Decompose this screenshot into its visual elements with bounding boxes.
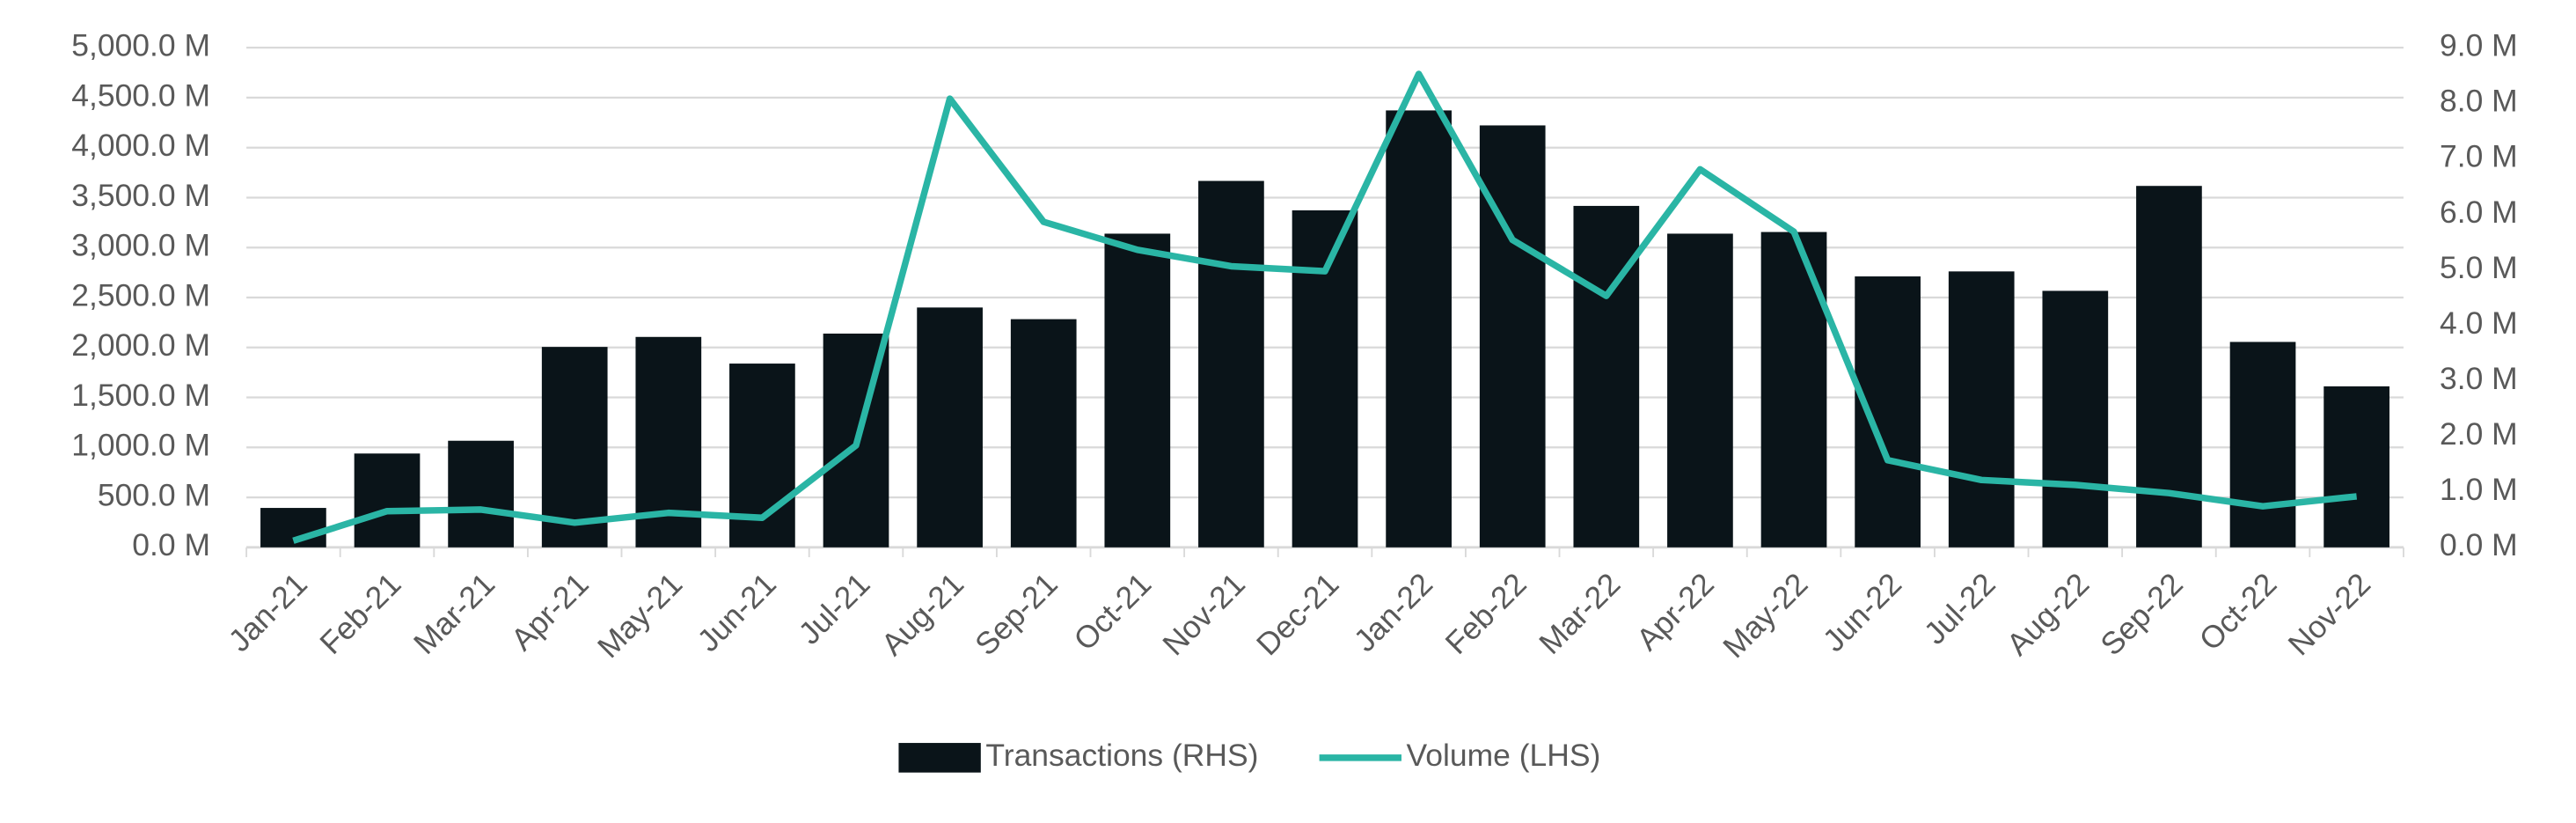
x-tick-label: Jun-22 [1816,566,1908,658]
y-tick-label: 3,500.0 M [71,178,210,213]
y-tick-label: 4,500.0 M [71,77,210,113]
legend-label: Transactions (RHS) [985,738,1258,773]
y-tick-label: 3,000.0 M [71,228,210,263]
legend-swatch [898,743,981,773]
x-tick-label: Sep-21 [969,566,1065,662]
x-tick-label: Apr-22 [1629,566,1721,658]
bar [1948,271,2015,547]
y2-tick-label: 0.0 M [2440,527,2518,562]
x-tick-label: Jul-21 [792,566,877,651]
y-tick-label: 5,000.0 M [71,28,210,63]
x-tick-label: Feb-21 [313,566,408,661]
y2-tick-label: 7.0 M [2440,139,2518,174]
x-tick-label: Nov-21 [1156,566,1252,662]
bar [541,347,608,547]
y-tick-label: 500.0 M [98,477,210,512]
bar [1573,205,1640,547]
x-tick-label: Mar-22 [1533,566,1628,661]
bar [2136,186,2202,547]
y-tick-label: 0.0 M [132,527,210,562]
y2-tick-label: 8.0 M [2440,84,2518,119]
y-tick-label: 2,000.0 M [71,327,210,363]
y2-tick-label: 5.0 M [2440,250,2518,285]
bar [2229,342,2296,547]
x-tick-label: Dec-21 [1249,566,1345,662]
y-tick-label: 4,000.0 M [71,128,210,163]
x-tick-label: Aug-22 [2000,566,2096,662]
bar [1292,209,1358,547]
line [292,70,2358,544]
y-tick-label: 1,000.0 M [71,428,210,463]
bar [1386,110,1452,547]
y2-tick-label: 4.0 M [2440,305,2518,341]
x-tick-label: Oct-21 [1067,566,1159,658]
y2-tick-label: 2.0 M [2440,416,2518,452]
y-tick-label: 1,500.0 M [71,378,210,413]
x-tick-label: Mar-21 [406,566,501,661]
x-tick-label: Jan-21 [222,566,314,658]
bar [2042,290,2109,547]
bar [2324,386,2389,547]
bar [1010,319,1077,547]
bar [1198,180,1264,547]
bar [260,508,326,547]
x-tick-label: Sep-22 [2094,566,2190,662]
x-tick-label: Oct-22 [2192,566,2284,658]
bar [1104,233,1171,547]
bar [917,307,983,547]
y2-tick-label: 9.0 M [2440,28,2518,63]
x-tick-label: Feb-22 [1438,566,1533,661]
y-tick-label: 2,500.0 M [71,277,210,312]
legend-label: Volume (LHS) [1407,738,1601,773]
x-tick-label: Aug-21 [875,566,970,662]
bar [1479,125,1546,547]
y2-tick-label: 3.0 M [2440,361,2518,396]
x-tick-label: Nov-22 [2281,566,2377,662]
x-tick-label: Jan-22 [1347,566,1439,658]
y2-tick-label: 6.0 M [2440,195,2518,230]
x-tick-label: Apr-21 [504,566,596,658]
bar [448,440,514,547]
bar [1667,233,1733,547]
x-tick-label: May-22 [1716,566,1815,665]
x-tick-label: May-21 [590,566,689,665]
x-tick-label: Jun-21 [691,566,783,658]
y2-tick-label: 1.0 M [2440,472,2518,507]
x-tick-label: Jul-22 [1917,566,2002,651]
bar [354,453,421,547]
